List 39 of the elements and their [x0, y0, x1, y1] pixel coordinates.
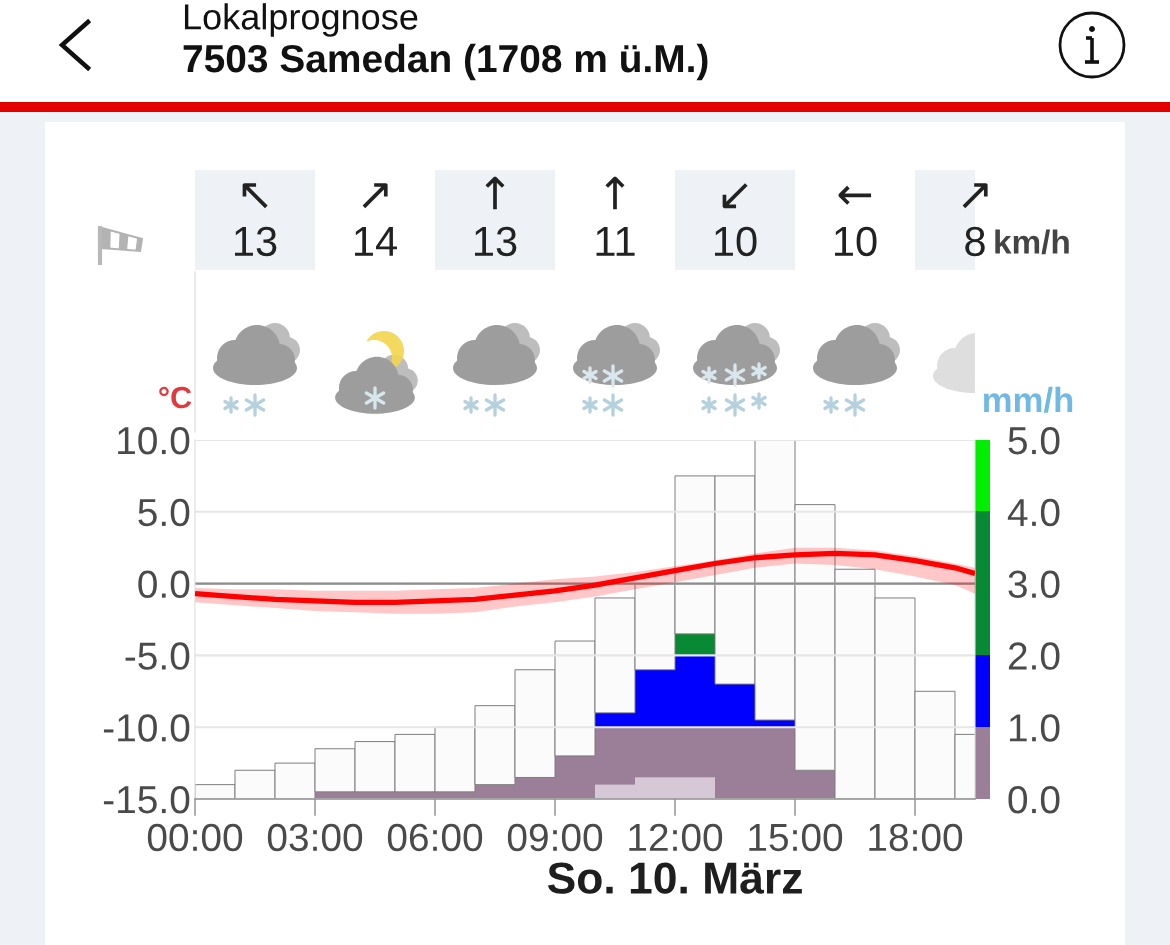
text: ↑: [485, 176, 505, 210]
y-tick-label: -5.0: [125, 642, 190, 670]
x-tick-label: 00:00: [147, 823, 243, 852]
text: km/h: [995, 229, 1069, 255]
y2-tick-label: 2.0: [1008, 642, 1060, 670]
y-tick-label: -10.0: [103, 714, 190, 742]
data-label: 11: [596, 227, 635, 256]
y2-tick-label: 0.0: [1008, 785, 1060, 814]
x-tick-label: 12:00: [629, 823, 723, 852]
x-tick-label: 18:00: [869, 823, 963, 852]
data-label: 14: [355, 227, 397, 256]
y-axis-title: °C: [159, 386, 192, 409]
text: ↑: [605, 176, 625, 210]
text: 7503 Samedan (1708 m ü.M.): [183, 43, 708, 81]
x-tick-label: 15:00: [749, 823, 843, 852]
text: ↗: [962, 183, 988, 209]
x-tick-label: 03:00: [267, 823, 363, 852]
x-axis-title: So. 10. März: [547, 862, 802, 894]
y-tick-label: -15.0: [103, 785, 190, 814]
data-label: 13: [475, 226, 517, 257]
data-label: 13: [235, 226, 277, 257]
text: ↗: [362, 183, 388, 209]
y-tick-label: 5.0: [138, 498, 190, 527]
data-label: 10: [835, 226, 877, 257]
y2-tick-label: 3.0: [1008, 570, 1060, 599]
text: ←: [838, 185, 872, 205]
data-label: 8: [965, 226, 985, 257]
y2-tick-label: 1.0: [1009, 714, 1060, 742]
y2-tick-label: 4.0: [1007, 498, 1060, 527]
y2-tick-label: 5.0: [1008, 426, 1060, 455]
text: Lokalprognose: [184, 3, 418, 37]
text: ↖: [242, 183, 268, 209]
y2-axis-title: mm/h: [983, 386, 1073, 413]
text: ↙: [722, 183, 748, 209]
data-label: 10: [715, 226, 757, 257]
x-tick-label: 06:00: [387, 823, 483, 852]
x-tick-label: 09:00: [507, 823, 603, 852]
y-tick-label: 0.0: [138, 570, 190, 599]
y-tick-label: 10.0: [118, 426, 190, 455]
